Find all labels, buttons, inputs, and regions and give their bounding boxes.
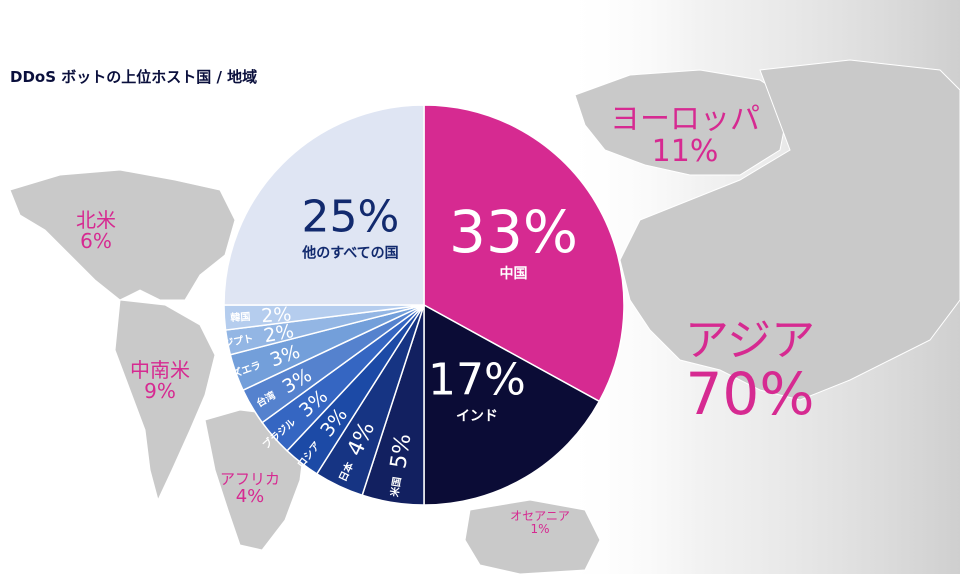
north-america-shape [9, 169, 236, 301]
region-asia: アジア 70% [660, 315, 840, 429]
region-africa: アフリカ 4% [205, 470, 295, 507]
region-value: 4% [235, 485, 265, 507]
region-oceania: オセアニア 1% [480, 510, 600, 535]
slice-name-label: インド [456, 409, 498, 425]
pie-slice-1 [423, 303, 601, 506]
region-north-america: 北米 6% [60, 210, 132, 252]
small-slice-label-group: 5% 米国 [386, 432, 416, 498]
region-name: 中南米 [130, 358, 190, 382]
small-slice-label-group: 2% 韓国 [230, 303, 292, 327]
region-value: 1% [530, 521, 550, 536]
slice-name-label: 米国 [388, 476, 404, 498]
region-latin-america: 中南米 9% [110, 360, 210, 402]
slice-value-label: 2% [261, 303, 292, 327]
slice-name-label: 中国 [500, 265, 528, 282]
region-name: 北米 [76, 208, 116, 232]
region-name: アジア [684, 315, 816, 366]
slice-value-label: 17% [428, 355, 526, 406]
region-europe: ヨーロッパ 11% [600, 104, 770, 167]
europe-shape [574, 69, 791, 176]
pie-slice-10 [223, 104, 425, 306]
region-value: 9% [144, 379, 176, 403]
asia-shape [619, 59, 960, 401]
slice-name-label: 他のすべての国 [301, 244, 398, 261]
chart-title: DDoS ボットの上位ホスト国 / 地域 [10, 68, 258, 86]
oceania-shape [464, 499, 601, 574]
region-value: 70% [685, 360, 815, 429]
region-name: ヨーロッパ [610, 102, 760, 137]
pie-slice-0 [423, 104, 625, 403]
slice-value-label: 5% [386, 432, 416, 470]
region-value: 11% [651, 133, 719, 169]
slice-value-label: 33% [449, 198, 578, 266]
slice-value-label: 25% [302, 191, 400, 242]
region-name: アフリカ [219, 470, 280, 488]
region-value: 6% [80, 229, 112, 253]
slice-name-label: 韓国 [230, 310, 251, 324]
region-name: オセアニア [510, 509, 570, 523]
south-america-shape [114, 299, 216, 502]
